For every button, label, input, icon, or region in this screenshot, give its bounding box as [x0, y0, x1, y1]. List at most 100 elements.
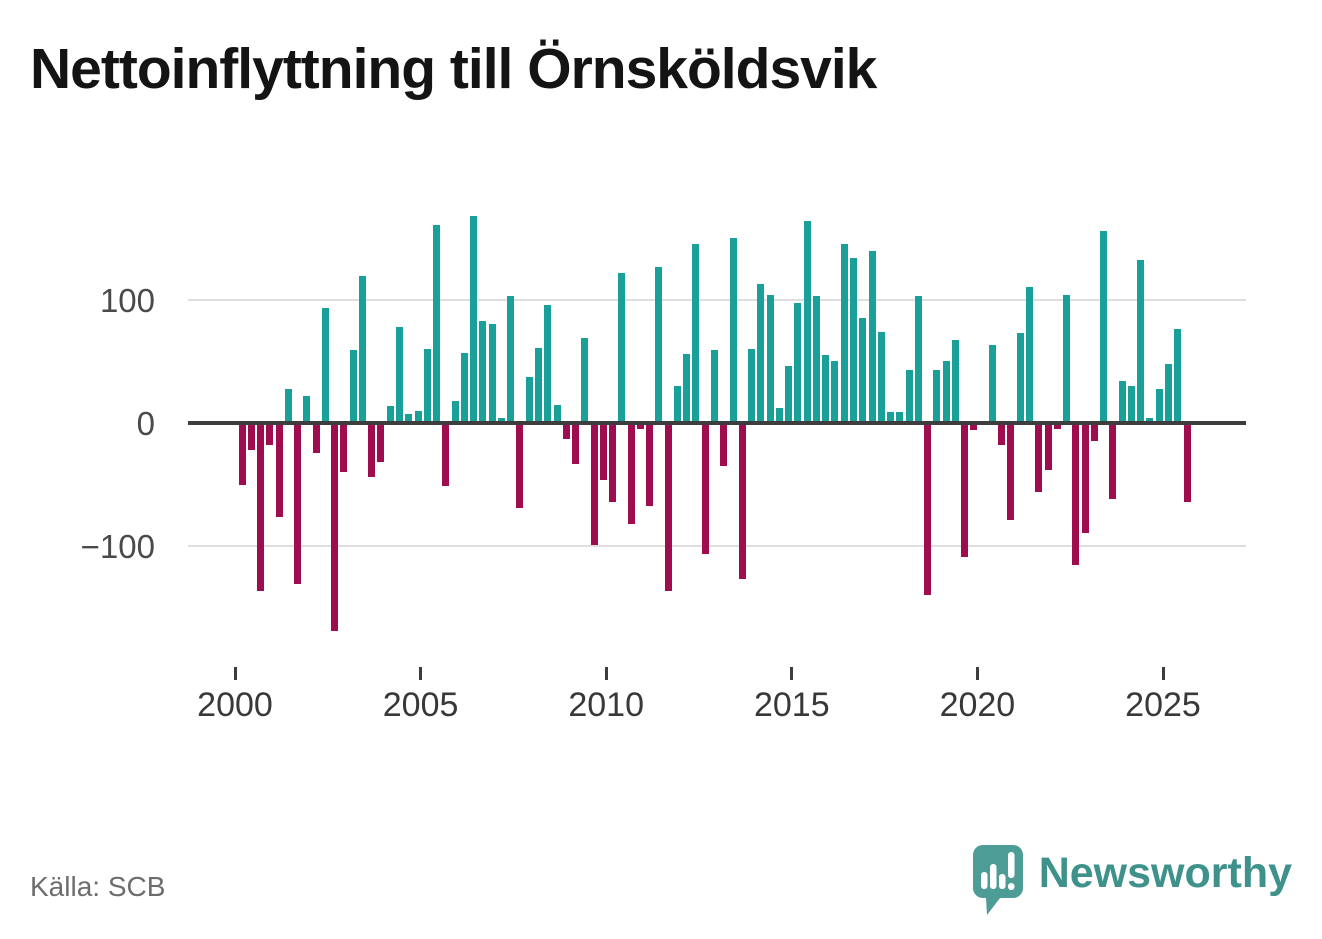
bar-2003-Q3: [368, 423, 376, 478]
bar-2016-Q3: [849, 257, 857, 423]
bar-2010-Q1: [609, 423, 617, 502]
bar-2011-Q1: [646, 423, 654, 506]
x-axis-label-2010: 2010: [568, 686, 644, 724]
bar-2020-Q2: [988, 345, 996, 423]
zero-axis-line: [188, 421, 1246, 425]
bar-2019-Q1: [942, 361, 950, 423]
bar-2001-Q1: [275, 423, 283, 517]
bar-2004-Q2: [396, 326, 403, 423]
bar-2018-Q2: [914, 296, 922, 423]
bar-2013-Q2: [729, 238, 737, 423]
bar-2015-Q1: [794, 303, 802, 423]
bar-2021-Q3: [1035, 423, 1043, 492]
bar-2024-Q1: [1127, 386, 1135, 423]
bar-2010-Q2: [618, 272, 626, 423]
gridline-100: [188, 298, 1246, 301]
bar-2014-Q3: [775, 408, 783, 423]
bar-2018-Q3: [924, 423, 932, 596]
x-axis-tick-2005: [419, 667, 423, 680]
bar-2023-Q3: [1109, 423, 1117, 500]
bar-2020-Q3: [998, 423, 1006, 446]
bar-2005-Q3: [442, 423, 450, 486]
bar-2019-Q3: [961, 423, 969, 558]
bar-2002-Q3: [331, 423, 339, 632]
bar-2024-Q4: [1155, 388, 1163, 423]
bar-2005-Q4: [451, 400, 459, 423]
bar-2014-Q1: [757, 283, 765, 423]
bar-2010-Q3: [627, 423, 635, 525]
bar-2008-Q1: [534, 347, 542, 423]
bar-2021-Q2: [1026, 287, 1034, 423]
x-axis-tick-2025: [1161, 667, 1165, 680]
bar-2012-Q3: [701, 423, 709, 554]
bar-2000-Q1: [238, 423, 246, 485]
y-axis-label--100: −100: [80, 528, 155, 566]
bar-2011-Q3: [664, 423, 672, 591]
bar-2011-Q4: [673, 386, 681, 423]
bar-2017-Q1: [868, 250, 876, 423]
bar-2010-Q4: [636, 423, 644, 430]
bar-2025-Q3: [1183, 423, 1191, 502]
bar-2012-Q1: [683, 354, 691, 423]
bar-2023-Q2: [1100, 230, 1108, 423]
bar-2005-Q2: [433, 224, 441, 423]
x-axis-label-2025: 2025: [1125, 686, 1201, 724]
bar-2008-Q2: [544, 304, 552, 423]
bar-2022-Q2: [1063, 294, 1071, 423]
bar-2006-Q2: [470, 216, 478, 423]
newsworthy-wordmark: Newsworthy: [1038, 849, 1292, 897]
bar-2012-Q2: [692, 244, 700, 423]
bar-2020-Q4: [1007, 423, 1015, 521]
bar-2009-Q3: [590, 423, 598, 545]
bar-2000-Q2: [247, 423, 255, 451]
x-axis-label-2020: 2020: [939, 686, 1016, 724]
bar-2008-Q4: [562, 423, 570, 440]
bar-2001-Q2: [284, 388, 292, 423]
bar-2004-Q4: [414, 410, 422, 423]
bar-2006-Q1: [460, 352, 468, 423]
newsworthy-branding: Newsworthy: [969, 843, 1292, 919]
bar-2012-Q4: [711, 350, 718, 423]
bar-2007-Q2: [507, 296, 515, 423]
bar-2017-Q2: [877, 331, 885, 423]
bar-2009-Q1: [572, 423, 580, 464]
bar-2024-Q2: [1137, 260, 1145, 423]
x-axis-label-2000: 2000: [197, 686, 273, 724]
bar-2002-Q1: [312, 423, 320, 453]
bar-2002-Q4: [340, 423, 348, 473]
bar-2017-Q4: [896, 411, 904, 423]
bar-2019-Q2: [951, 340, 959, 423]
bar-2023-Q4: [1118, 381, 1126, 423]
bar-2015-Q2: [803, 220, 811, 423]
bar-2000-Q3: [257, 423, 265, 591]
bar-2016-Q1: [831, 361, 839, 423]
bar-2007-Q3: [516, 423, 524, 508]
bar-2022-Q3: [1072, 423, 1080, 565]
bar-2003-Q1: [349, 350, 357, 423]
x-axis-tick-2015: [790, 667, 794, 680]
bar-2011-Q2: [655, 266, 663, 423]
bar-2007-Q1: [497, 418, 505, 423]
bar-2016-Q2: [840, 244, 848, 423]
bar-2025-Q1: [1165, 363, 1172, 423]
x-axis-tick-2010: [604, 667, 608, 680]
x-axis-label-2015: 2015: [753, 686, 830, 724]
bar-2019-Q4: [970, 423, 978, 431]
y-axis-label-100: 100: [99, 281, 155, 319]
gridline--100: [188, 545, 1246, 548]
bar-2014-Q2: [766, 294, 774, 423]
x-axis-tick-2020: [975, 667, 979, 680]
bar-2015-Q4: [822, 355, 830, 423]
bar-2002-Q2: [321, 308, 329, 423]
bar-2001-Q4: [303, 395, 311, 423]
bar-2021-Q1: [1016, 333, 1024, 423]
bar-2023-Q1: [1090, 423, 1098, 442]
bar-2000-Q4: [266, 423, 274, 446]
y-axis-label-0: 0: [136, 405, 155, 442]
bar-2007-Q4: [525, 377, 533, 423]
bar-2013-Q3: [738, 423, 746, 580]
bar-2017-Q3: [887, 411, 895, 423]
bar-2004-Q1: [386, 405, 394, 423]
